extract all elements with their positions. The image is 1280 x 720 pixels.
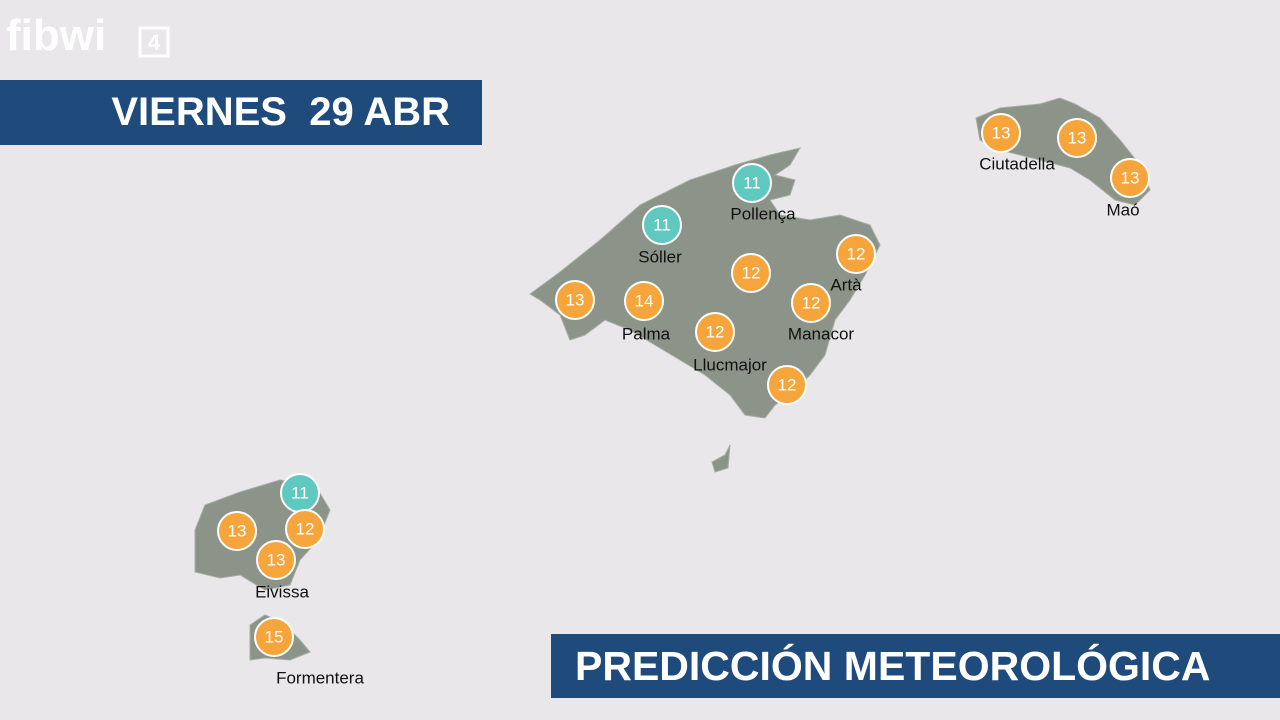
place-label: Manacor <box>788 324 854 343</box>
temperature-marker <box>254 617 294 657</box>
footer-banner: PREDICCIÓN METEOROLÓGICA <box>551 634 1280 698</box>
temperature-label: 15 <box>265 628 284 647</box>
temperature-label: 13 <box>992 124 1011 143</box>
place-label: Pollença <box>730 204 796 223</box>
temperature-label: 12 <box>778 376 797 395</box>
temperature-marker <box>836 234 876 274</box>
temperature-label: 12 <box>742 264 761 283</box>
islands <box>194 97 1151 661</box>
logo-box <box>138 26 170 58</box>
temperature-marker <box>732 163 772 203</box>
temperature-marker <box>981 113 1021 153</box>
temperature-marker <box>767 365 807 405</box>
temperature-marker <box>731 253 771 293</box>
place-label: Artà <box>830 275 862 294</box>
temperature-marker <box>1057 118 1097 158</box>
temperature-marker <box>642 205 682 245</box>
temperature-marker <box>217 511 257 551</box>
temperature-label: 13 <box>267 551 286 570</box>
temperature-label: 13 <box>1121 169 1140 188</box>
mallorca <box>529 147 881 419</box>
temperature-marker <box>555 280 595 320</box>
logo-number: 4 <box>148 30 161 55</box>
temperature-label: 12 <box>802 294 821 313</box>
place-label: Ciutadella <box>979 154 1055 173</box>
temperature-label: 13 <box>566 291 585 310</box>
temperature-label: 12 <box>296 520 315 539</box>
place-label: Formentera <box>276 668 364 687</box>
temperature-marker <box>695 312 735 352</box>
temperature-label: 14 <box>635 292 654 311</box>
place-label: Maó <box>1106 200 1139 219</box>
temperature-marker <box>256 540 296 580</box>
temperature-marker <box>1110 158 1150 198</box>
temperature-markers: 11 11 13 14 12 12 12 12 12 13 13 13 11 13 12 13 15 <box>217 113 1150 657</box>
temperature-label: 12 <box>706 323 725 342</box>
temperature-marker <box>791 283 831 323</box>
place-label: Eivissa <box>255 582 309 601</box>
place-labels: Pollença Sóller Palma Llucmajor Manacor Artà C… <box>255 154 1139 687</box>
temperature-label: 12 <box>847 245 866 264</box>
place-label: Sóller <box>638 247 682 266</box>
temperature-label: 13 <box>1068 129 1087 148</box>
temperature-marker <box>624 281 664 321</box>
temperature-label: 11 <box>291 484 309 503</box>
date-banner: VIERNES 29 ABR <box>0 80 482 145</box>
place-label: Llucmajor <box>693 355 767 374</box>
temperature-label: 13 <box>228 522 247 541</box>
place-label: Palma <box>622 324 671 343</box>
temperature-label: 11 <box>743 174 761 193</box>
cabrera <box>711 444 731 473</box>
temperature-label: 11 <box>653 216 671 235</box>
logo-name: fibwi <box>6 11 106 60</box>
temperature-marker <box>285 509 325 549</box>
